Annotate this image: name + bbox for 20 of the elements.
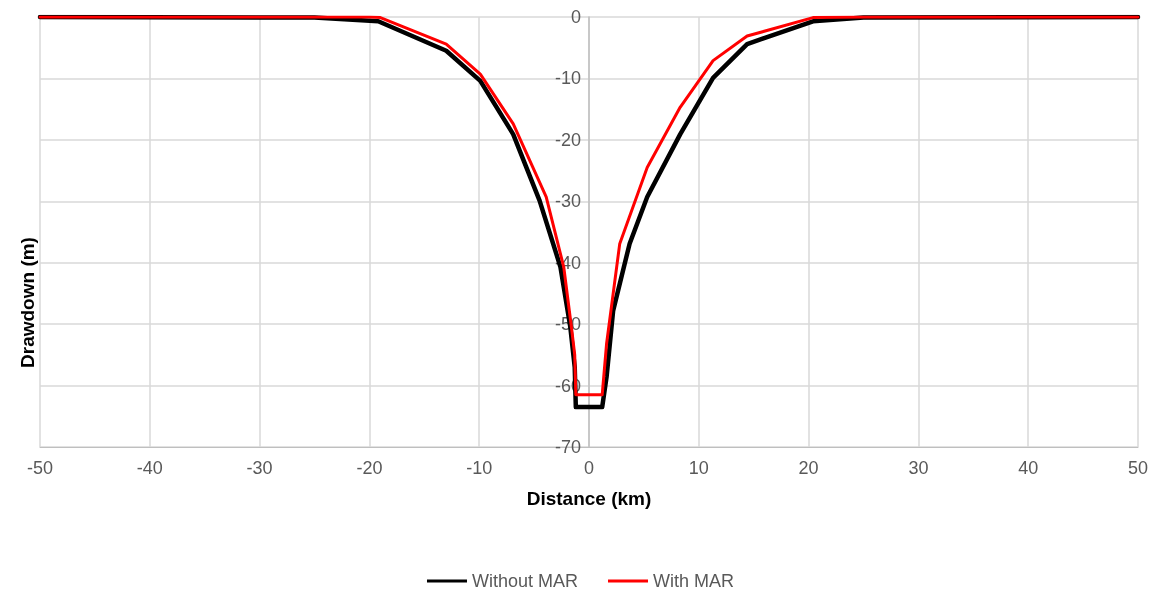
- x-tick-label: -10: [466, 458, 493, 478]
- y-tick-label: 0: [570, 7, 581, 27]
- x-tick-label: 30: [908, 458, 929, 478]
- x-axis-title: Distance (km): [526, 488, 652, 509]
- y-tick-label: -20: [554, 129, 581, 150]
- y-tick-label: -30: [554, 191, 581, 212]
- y-tick-label: -10: [554, 68, 581, 89]
- x-tick-label: -20: [356, 458, 383, 478]
- legend-label: With MAR: [653, 571, 735, 591]
- x-tick-label: 40: [1018, 458, 1039, 478]
- x-tick-label: -30: [246, 458, 273, 478]
- x-tick-label: 0: [583, 458, 595, 478]
- y-axis-title: Drawdown (m): [17, 237, 38, 368]
- y-tick-label: -70: [554, 437, 581, 457]
- legend-label: Without MAR: [471, 571, 579, 591]
- x-tick-label: 10: [688, 458, 709, 478]
- x-tick-label: -40: [136, 458, 163, 478]
- x-tick-label: 20: [798, 458, 819, 478]
- x-tick-label: -50: [26, 458, 54, 478]
- x-tick-label: 50: [1127, 458, 1149, 478]
